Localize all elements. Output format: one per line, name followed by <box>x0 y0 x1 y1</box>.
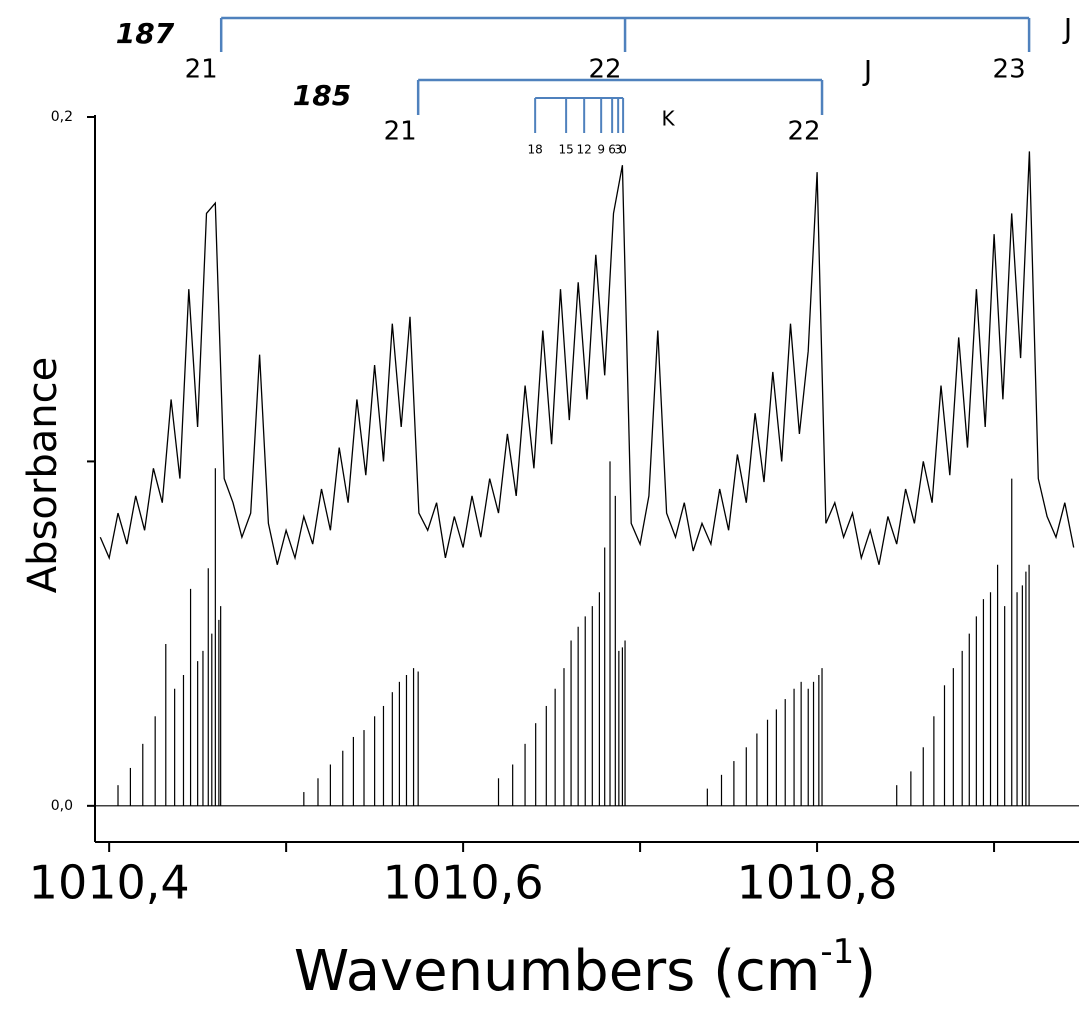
y-axis-label: Absorbance <box>20 357 66 593</box>
k-axis-label: K <box>661 107 675 131</box>
j-label: 21 <box>384 117 417 147</box>
k-value-label: 9 <box>597 143 605 157</box>
j-label: 23 <box>993 55 1026 85</box>
y-tick-label: 0,2 <box>51 109 73 125</box>
k-value-label: 0 <box>619 143 627 157</box>
k-value-label: 6 <box>608 143 616 157</box>
x-tick-label: 1010,6 <box>383 856 544 910</box>
k-value-label: 18 <box>528 143 543 157</box>
k-value-label: 15 <box>558 143 573 157</box>
j-axis-label: J <box>1062 12 1072 45</box>
j-label: 21 <box>185 55 218 85</box>
x-tick-label: 1010,8 <box>737 856 898 910</box>
x-tick-label: 1010,4 <box>29 856 190 910</box>
spectrum-line <box>99 151 1075 565</box>
x-axis-label: Wavenumbers (cm-1) <box>294 932 876 1005</box>
j-label: 22 <box>787 117 820 147</box>
k-value-label: 12 <box>577 143 592 157</box>
k-value-label: 3 <box>614 143 622 157</box>
j-axis-label: J <box>862 54 872 87</box>
species-label: 187 <box>116 17 175 50</box>
y-tick-label: 0,0 <box>51 798 73 814</box>
species-label: 185 <box>293 79 351 112</box>
